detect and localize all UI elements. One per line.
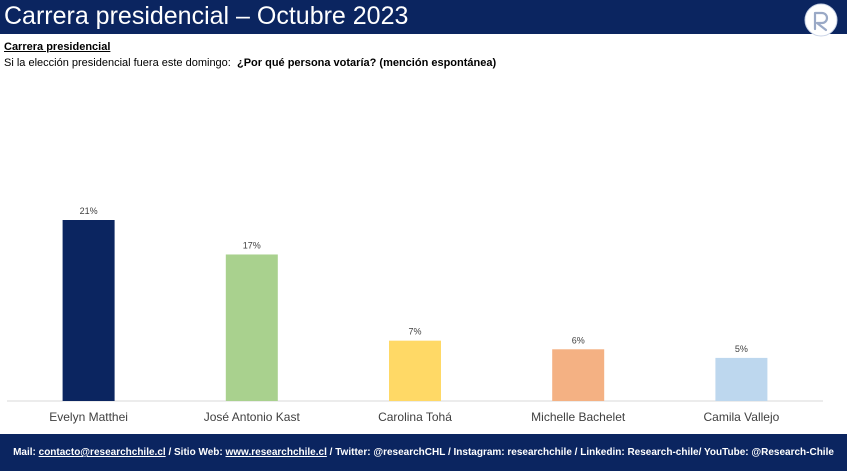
category-label: Camila Vallejo bbox=[703, 410, 779, 424]
category-label: Carolina Tohá bbox=[378, 410, 452, 424]
question-prefix: Si la elección presidencial fuera este d… bbox=[4, 57, 231, 69]
bar-2 bbox=[389, 340, 441, 401]
survey-question: Si la elección presidencial fuera este d… bbox=[4, 57, 496, 69]
bar-value-label: 7% bbox=[408, 327, 421, 337]
footer-mail-link[interactable]: contacto@researchchile.cl bbox=[38, 447, 166, 458]
bar-value-label: 17% bbox=[243, 240, 261, 250]
bar-value-label: 6% bbox=[572, 335, 585, 345]
bar-4 bbox=[715, 357, 768, 401]
bar-chart: 21% Evelyn Matthei 17% José Antonio Kast 7% C… bbox=[7, 206, 823, 424]
footer-web-label: / Sitio Web: bbox=[165, 447, 226, 458]
category-label: Michelle Bachelet bbox=[531, 410, 626, 424]
bar-value-label: 5% bbox=[735, 344, 748, 354]
question-text: ¿Por qué persona votaría? (mención espon… bbox=[236, 57, 497, 69]
bar-3 bbox=[552, 349, 605, 401]
footer-bar: Mail: contacto@researchchile.cl / Sitio … bbox=[0, 434, 847, 471]
bar-value-label: 21% bbox=[80, 206, 98, 216]
bars-layer: 21% Evelyn Matthei 17% José Antonio Kast 7% C… bbox=[49, 206, 779, 424]
category-label: José Antonio Kast bbox=[204, 410, 301, 424]
bar-0 bbox=[62, 220, 115, 401]
footer-social-text: / Twitter: @researchCHL / Instagram: res… bbox=[326, 447, 834, 458]
footer-web-link[interactable]: www.researchchile.cl bbox=[225, 447, 327, 458]
header-bar: Carrera presidencial – Octubre 2023 bbox=[0, 0, 847, 37]
bar-1 bbox=[225, 254, 278, 401]
footer-mail-label: Mail: bbox=[13, 447, 39, 458]
chart-subtitle: Carrera presidencial bbox=[4, 41, 111, 53]
research-chile-logo-icon bbox=[804, 3, 838, 37]
category-label: Evelyn Matthei bbox=[49, 410, 128, 424]
page-title: Carrera presidencial – Octubre 2023 bbox=[4, 2, 409, 30]
